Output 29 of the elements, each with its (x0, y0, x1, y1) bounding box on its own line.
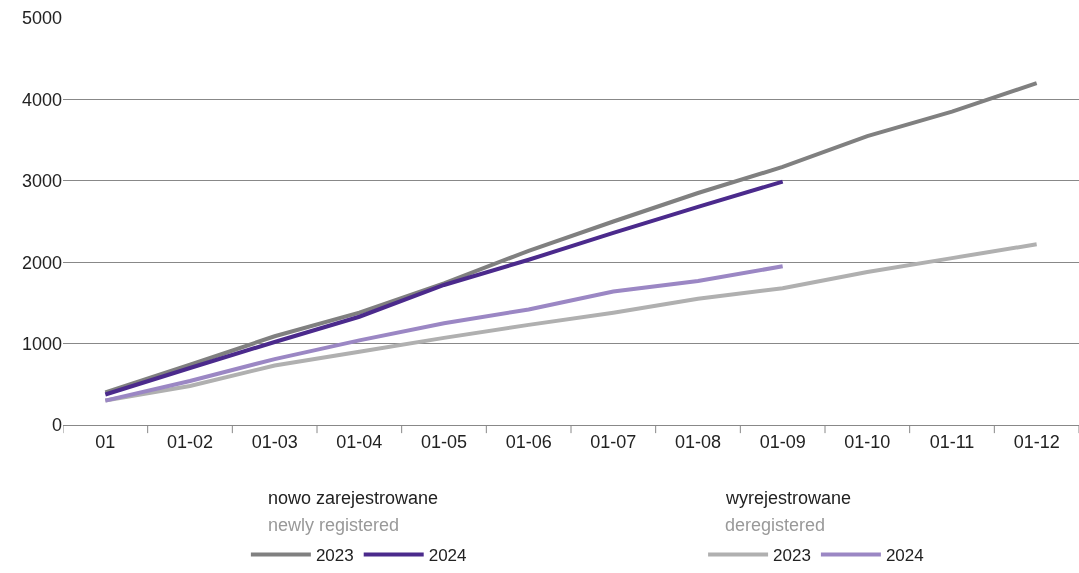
text: wyrejestrowane (725, 488, 852, 508)
legend-label: 2024 (885, 546, 924, 566)
x-tick-label: 01-12 (1013, 431, 1060, 452)
x-tick-label: 01-03 (251, 431, 298, 452)
y-tick-label: 1000 (21, 333, 62, 354)
x-tick-label: 01-02 (166, 431, 214, 452)
x-tick-label: 01-05 (420, 431, 468, 452)
line-series (103, 264, 785, 403)
text: nowo zarejestrowane (268, 488, 439, 508)
x-tick-label: 01-07 (590, 431, 637, 452)
y-tick-label: 3000 (21, 171, 62, 192)
x-tick-label: 01 (95, 431, 116, 452)
x-tick-label: 01-06 (505, 431, 552, 452)
legend-label: 2024 (428, 546, 467, 566)
line-series (103, 179, 785, 397)
x-tick-label: 01-10 (844, 431, 891, 452)
y-tick-label: 5000 (21, 8, 62, 29)
text: newly registered (268, 515, 400, 535)
text: deregistered (725, 515, 826, 535)
x-tick-label: 01-08 (674, 431, 722, 452)
legend-label: 2023 (773, 546, 811, 566)
x-tick-label: 01-09 (759, 431, 806, 452)
x-tick-label: 01-11 (929, 431, 975, 452)
legend-label: 2023 (315, 546, 354, 566)
y-tick-label: 4000 (21, 89, 62, 110)
y-tick-label: 2000 (21, 252, 62, 273)
y-tick-label: 0 (51, 415, 62, 436)
x-tick-label: 01-04 (336, 431, 383, 452)
line-series (103, 242, 1039, 403)
